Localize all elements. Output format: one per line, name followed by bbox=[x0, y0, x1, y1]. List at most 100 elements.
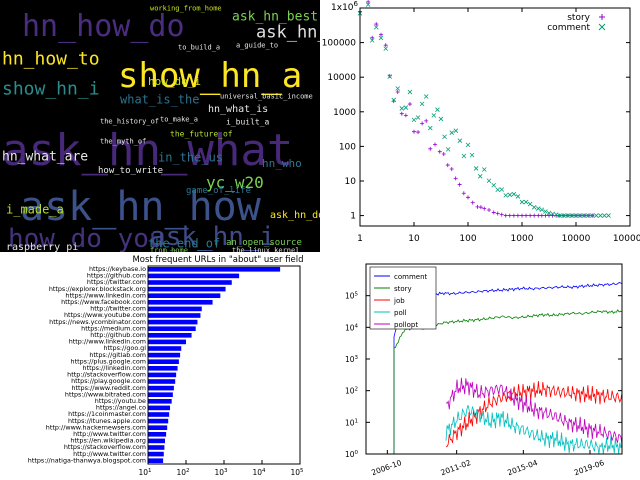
data-point bbox=[437, 149, 442, 154]
cloud-word: ask_hn_do bbox=[270, 210, 320, 221]
data-point bbox=[606, 213, 611, 218]
cloud-word: from_home bbox=[150, 247, 188, 252]
category-label: https://angel.co bbox=[96, 404, 146, 412]
category-label: https://medium.com bbox=[81, 324, 146, 332]
y-tick-exponent: 4 bbox=[355, 323, 359, 329]
category-label: http://www.linkedin.com bbox=[69, 338, 146, 346]
bar bbox=[148, 385, 174, 391]
x-tick-label: 2006-10 bbox=[370, 458, 403, 477]
cloud-word: the_linux_kernel bbox=[232, 247, 299, 252]
bar bbox=[148, 451, 164, 457]
data-point bbox=[561, 213, 567, 218]
data-point bbox=[442, 134, 447, 140]
data-point bbox=[416, 130, 421, 135]
bar bbox=[148, 405, 171, 411]
cloud-word: game_of_life bbox=[186, 186, 251, 196]
category-label: https://linkedin.com bbox=[83, 364, 146, 372]
cloud-word: hn_what_is bbox=[208, 104, 268, 115]
bar bbox=[148, 412, 170, 417]
data-point bbox=[478, 205, 483, 210]
cloud-word: hn_what_are bbox=[2, 149, 88, 164]
data-point bbox=[387, 73, 392, 78]
category-label: https://www.bitrated.com bbox=[65, 390, 146, 398]
data-point bbox=[515, 213, 520, 218]
data-point bbox=[411, 117, 417, 123]
data-point bbox=[573, 213, 579, 218]
data-point bbox=[449, 130, 455, 135]
data-point bbox=[507, 192, 513, 198]
data-point bbox=[407, 89, 413, 95]
data-point bbox=[374, 22, 379, 27]
cloud-word: the_history_of bbox=[100, 118, 159, 126]
category-label: https://keybase.io bbox=[89, 265, 146, 273]
data-point bbox=[420, 121, 425, 126]
bar bbox=[148, 319, 198, 325]
data-point bbox=[532, 213, 537, 218]
data-point bbox=[598, 213, 603, 218]
data-point bbox=[539, 207, 545, 213]
cloud-word: ask_hn_why bbox=[256, 23, 320, 43]
data-point bbox=[373, 24, 379, 30]
data-point bbox=[470, 200, 475, 205]
category-label: https://en.wikipedia.org bbox=[70, 437, 146, 445]
data-point bbox=[449, 167, 454, 172]
category-label: https://www.linkedin.com bbox=[65, 291, 146, 299]
category-label: https://github.com bbox=[87, 272, 146, 280]
bar bbox=[148, 326, 196, 332]
data-point bbox=[438, 116, 444, 122]
data-point bbox=[383, 46, 389, 51]
legend-label: comment bbox=[394, 273, 428, 281]
category-label: https://itunes.apple.com bbox=[68, 417, 146, 425]
data-point bbox=[536, 213, 541, 218]
bar bbox=[148, 266, 281, 272]
data-point bbox=[511, 213, 516, 218]
bar bbox=[148, 293, 221, 299]
data-point bbox=[569, 213, 575, 218]
data-point bbox=[565, 213, 571, 218]
data-point bbox=[383, 43, 388, 48]
x-tick-exponent: 1 bbox=[148, 468, 152, 474]
x-tick-label: 100 bbox=[459, 234, 476, 244]
cloud-word: universal_basic_income bbox=[220, 93, 313, 101]
bar bbox=[148, 418, 169, 424]
cloud-word: to_build_a bbox=[178, 44, 220, 52]
legend-label: pollopt bbox=[394, 321, 418, 329]
data-point bbox=[491, 182, 497, 188]
y-tick-label: 102 bbox=[345, 387, 358, 396]
data-point bbox=[499, 187, 505, 192]
series-line-pollopt bbox=[445, 377, 623, 446]
cloud-word: yc_w20 bbox=[206, 173, 264, 192]
data-point bbox=[403, 105, 409, 110]
bar bbox=[148, 280, 232, 285]
data-point bbox=[445, 147, 451, 152]
bar bbox=[148, 431, 167, 437]
category-label: https://stackoverflow.com bbox=[64, 443, 146, 451]
y-tick-exponent: 1 bbox=[355, 418, 359, 424]
cloud-word: in_the_us bbox=[158, 151, 223, 165]
bar bbox=[148, 392, 173, 398]
bar bbox=[148, 379, 176, 384]
data-point bbox=[475, 204, 480, 209]
data-point bbox=[495, 211, 500, 216]
data-point bbox=[445, 163, 450, 168]
data-point bbox=[403, 113, 408, 118]
cloud-word: the_future_of bbox=[170, 129, 233, 138]
y-tick-label: 1 bbox=[350, 212, 356, 222]
y-offset-exponent: 6 bbox=[354, 0, 359, 8]
data-point bbox=[543, 209, 548, 214]
cloud-word: i_made_a bbox=[6, 203, 64, 217]
data-point bbox=[550, 211, 555, 217]
x-tick-label: 2019-06 bbox=[573, 458, 606, 477]
data-point bbox=[519, 199, 525, 205]
x-tick-exponent: 3 bbox=[224, 468, 228, 474]
x-tick-label: 1 bbox=[357, 234, 363, 244]
data-point bbox=[369, 38, 375, 43]
cloud-word: an_open_source bbox=[226, 238, 302, 248]
x-tick-exponent: 5 bbox=[300, 468, 304, 474]
data-point bbox=[487, 208, 492, 213]
data-point bbox=[539, 213, 544, 218]
legend-marker bbox=[598, 23, 606, 31]
bar bbox=[148, 458, 164, 464]
cloud-word: i_built_a bbox=[226, 117, 270, 126]
data-point bbox=[527, 201, 533, 207]
